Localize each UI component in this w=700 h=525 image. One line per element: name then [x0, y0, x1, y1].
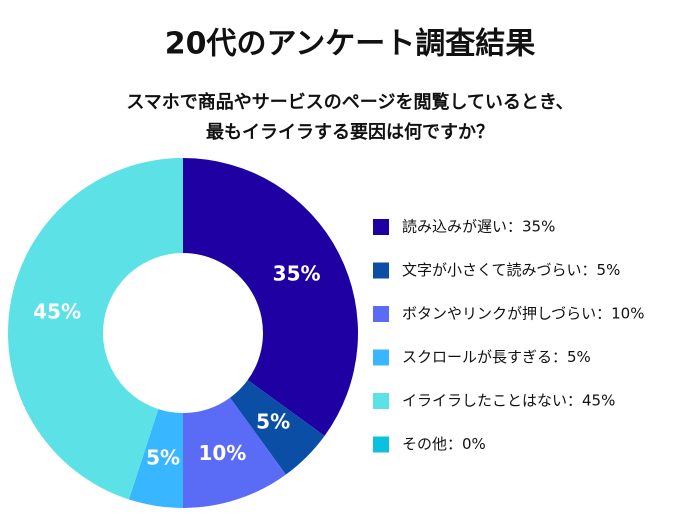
- slice: [230, 380, 325, 475]
- legend-swatch: [373, 349, 389, 366]
- legend-label: その他：0%: [402, 435, 486, 453]
- chart-title: 20代のアンケート調査結果: [165, 27, 536, 62]
- legend-swatch: [373, 306, 389, 322]
- legend-swatch: [373, 219, 389, 235]
- slice: [128, 409, 183, 508]
- legend-label: ボタンやリンクが押しづらい：10%: [402, 305, 644, 323]
- value-label: 10%: [198, 441, 246, 465]
- legend-swatch: [373, 436, 389, 453]
- legend-label: イライラしたことはない：45%: [402, 392, 615, 410]
- value-label: 45%: [33, 300, 81, 324]
- legend-label: スクロールが長すぎる：5%: [402, 348, 591, 366]
- slice: [183, 158, 358, 436]
- slice: [8, 157, 183, 500]
- value-label: 5%: [146, 445, 180, 469]
- legend-swatch: [373, 262, 389, 279]
- slice: [183, 397, 286, 508]
- chart-subtitle: スマホで商品やサービスのページを閲覧しているとき、: [126, 91, 573, 113]
- legend-swatch: [373, 393, 389, 409]
- value-label: 5%: [256, 410, 290, 434]
- value-label: 35%: [273, 262, 321, 286]
- legend-label: 文字が小さくて読みづらい：5%: [402, 261, 620, 279]
- legend-label: 読み込みが遅い：35%: [402, 218, 555, 236]
- chart-subtitle: 最もイライラする要因は何ですか？: [206, 121, 494, 143]
